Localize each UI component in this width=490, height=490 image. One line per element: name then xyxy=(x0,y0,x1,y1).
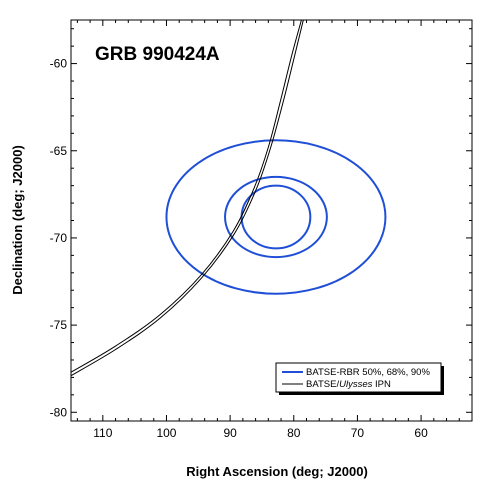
legend-label-rbr: BATSE-RBR 50%, 68%, 90% xyxy=(306,367,430,378)
plot-frame xyxy=(70,19,473,422)
legend-label-ipn: BATSE/Ulysses IPN xyxy=(306,379,391,390)
plot-area xyxy=(71,20,387,377)
y-axis-title: Declination (deg; J2000) xyxy=(10,145,25,295)
legend-label-ipn-suffix: IPN xyxy=(372,379,391,390)
axis-ticks xyxy=(71,20,473,421)
rbr-contour-50pct xyxy=(240,184,312,250)
legend-label-ipn-prefix: BATSE/ xyxy=(306,379,339,390)
x-tick-label: 70 xyxy=(351,426,365,440)
chart-title: GRB 990424A xyxy=(95,44,220,65)
ipn-annulus-curve-1 xyxy=(71,20,302,373)
x-tick-label: 60 xyxy=(414,426,428,440)
y-tick-label: -70 xyxy=(50,231,68,245)
rbr-contour-90pct xyxy=(165,139,387,295)
ipn-annulus-curve-2 xyxy=(71,20,304,377)
x-tick-label: 110 xyxy=(93,426,112,440)
x-tick-label: 80 xyxy=(287,426,301,440)
legend-label-ipn-italic: Ulysses xyxy=(339,379,373,390)
x-axis-title: Right Ascension (deg; J2000) xyxy=(186,464,368,479)
axis-tick-labels: 110 100 90 80 70 60 -60 -65 -70 -75 -80 xyxy=(50,57,428,440)
y-tick-label: -65 xyxy=(50,144,68,158)
rbr-contour-68pct xyxy=(224,175,328,259)
y-tick-label: -80 xyxy=(50,405,68,419)
y-tick-label: -75 xyxy=(50,318,68,332)
x-tick-label: 100 xyxy=(156,426,176,440)
y-tick-label: -60 xyxy=(50,57,68,71)
legend: BATSE-RBR 50%, 68%, 90% BATSE/Ulysses IP… xyxy=(275,362,444,395)
x-tick-label: 90 xyxy=(223,426,237,440)
legend-box xyxy=(275,362,442,393)
